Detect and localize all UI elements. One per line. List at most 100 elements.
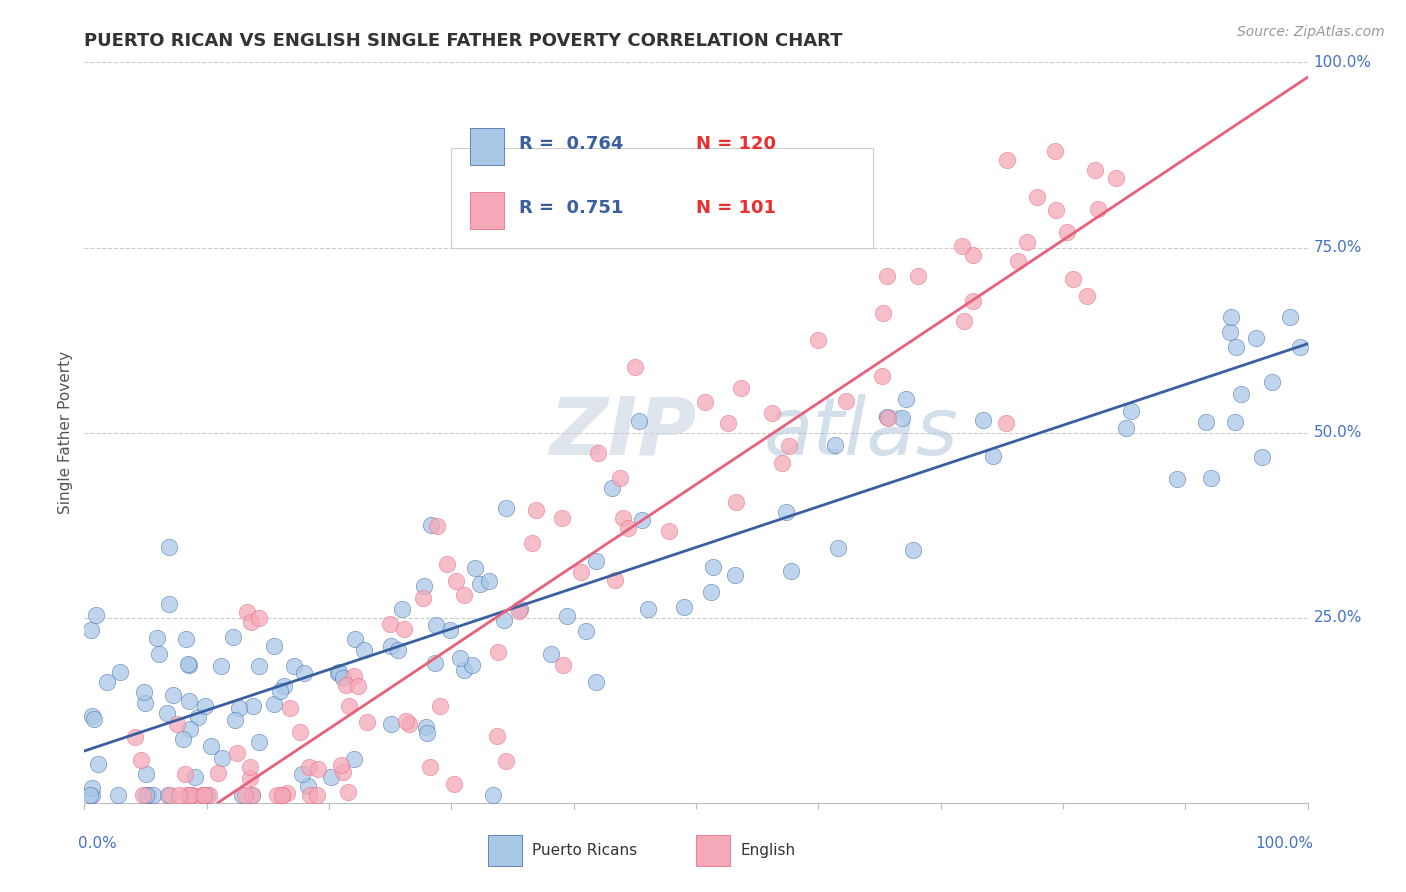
Point <box>890 411 912 425</box>
Point <box>392 622 415 636</box>
Point <box>292 665 315 680</box>
Point <box>540 648 562 662</box>
Point <box>181 789 204 803</box>
Point <box>297 779 319 793</box>
Bar <box>696 835 730 866</box>
Point <box>307 789 329 803</box>
Text: N = 120: N = 120 <box>696 135 776 153</box>
Point <box>876 268 898 283</box>
Point <box>180 789 202 803</box>
Point <box>159 789 181 803</box>
Point <box>419 518 441 533</box>
Point <box>222 630 245 644</box>
Point <box>439 624 461 638</box>
Point <box>1289 340 1312 354</box>
Point <box>319 770 342 784</box>
Point <box>585 674 607 689</box>
Text: 50.0%: 50.0% <box>1313 425 1362 440</box>
Point <box>616 521 638 535</box>
Point <box>198 789 221 803</box>
Point <box>600 481 623 495</box>
Point <box>637 601 659 615</box>
Point <box>134 685 156 699</box>
Point <box>266 789 288 803</box>
Point <box>1119 404 1142 418</box>
Point <box>482 789 505 803</box>
Point <box>495 754 517 768</box>
Point <box>1195 415 1218 429</box>
Point <box>337 698 360 713</box>
Text: 0.0%: 0.0% <box>79 836 117 851</box>
Point <box>145 631 167 645</box>
Point <box>291 766 314 780</box>
Point <box>142 789 165 803</box>
Text: English: English <box>740 843 796 858</box>
Point <box>187 709 209 723</box>
Point <box>156 789 179 803</box>
Point <box>724 568 747 582</box>
Point <box>627 414 650 428</box>
Point <box>233 789 256 803</box>
Point <box>179 789 201 803</box>
Point <box>135 767 157 781</box>
Point <box>1201 471 1223 485</box>
Point <box>702 559 724 574</box>
Point <box>307 762 329 776</box>
Point <box>328 665 350 679</box>
Point <box>80 780 103 795</box>
Point <box>86 607 108 622</box>
Point <box>239 615 262 629</box>
Point <box>1045 203 1067 218</box>
Point <box>200 739 222 754</box>
Point <box>1043 144 1066 158</box>
Text: 75.0%: 75.0% <box>1313 240 1362 255</box>
Point <box>335 677 357 691</box>
Point <box>276 785 298 799</box>
Point <box>724 495 747 509</box>
Point <box>717 416 740 430</box>
Point <box>193 789 215 803</box>
Point <box>423 656 446 670</box>
Point <box>135 789 157 803</box>
Point <box>337 785 360 799</box>
Point <box>226 746 249 760</box>
Point <box>453 589 475 603</box>
Point <box>80 789 103 803</box>
Point <box>658 524 681 538</box>
Point <box>177 694 200 708</box>
Text: ZIP: ZIP <box>550 393 696 472</box>
Point <box>108 665 131 680</box>
Text: R =  0.764: R = 0.764 <box>519 135 623 153</box>
Point <box>271 789 294 803</box>
Point <box>136 789 159 803</box>
Point <box>124 730 146 744</box>
Point <box>96 674 118 689</box>
Point <box>1015 235 1038 249</box>
Point <box>995 153 1018 167</box>
Point <box>242 699 264 714</box>
Point <box>449 651 471 665</box>
Point <box>179 723 201 737</box>
Point <box>177 657 200 672</box>
Point <box>551 511 574 525</box>
Point <box>194 698 217 713</box>
Point <box>1062 272 1084 286</box>
Point <box>330 758 353 772</box>
Point <box>240 789 263 803</box>
Point <box>1279 310 1302 324</box>
Point <box>413 579 436 593</box>
Point <box>207 765 229 780</box>
Point <box>195 789 218 803</box>
Point <box>962 294 984 309</box>
Point <box>972 413 994 427</box>
Point <box>211 750 233 764</box>
Point <box>603 573 626 587</box>
Point <box>80 623 103 637</box>
Point <box>1225 415 1247 429</box>
Point <box>443 776 465 790</box>
Point <box>775 505 797 519</box>
Point <box>872 368 894 383</box>
Point <box>520 536 543 550</box>
Point <box>780 564 803 578</box>
Point <box>380 716 402 731</box>
